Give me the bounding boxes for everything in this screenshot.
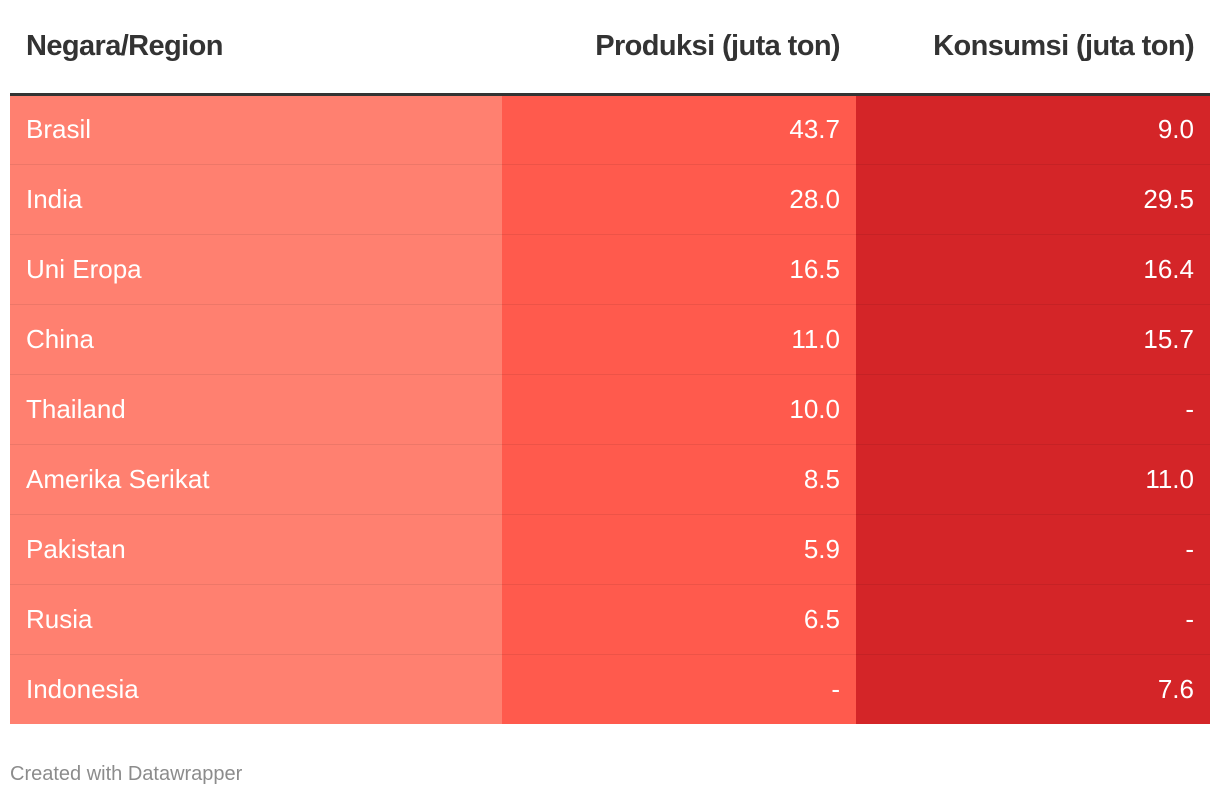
cell-production: 43.7 — [502, 94, 856, 165]
table-row: China 11.0 15.7 — [10, 304, 1210, 375]
cell-production: 28.0 — [502, 164, 856, 235]
table-row: Brasil 43.7 9.0 — [10, 94, 1210, 165]
cell-consumption: 15.7 — [856, 304, 1210, 375]
column-header-production[interactable]: Produksi (juta ton) — [502, 0, 856, 96]
cell-production: 8.5 — [502, 444, 856, 515]
cell-consumption: - — [856, 514, 1210, 585]
cell-region: Amerika Serikat — [10, 444, 502, 515]
table-row: Indonesia -7.6 — [10, 654, 1210, 724]
cell-consumption: - — [856, 584, 1210, 655]
cell-production: 5.9 — [502, 514, 856, 585]
data-table-container: Negara/Region Produksi (juta ton) Konsum… — [10, 0, 1210, 724]
table-row: India 28.0 29.5 — [10, 164, 1210, 235]
table-row: Rusia 6.5- — [10, 584, 1210, 655]
cell-consumption: - — [856, 374, 1210, 445]
cell-consumption: 16.4 — [856, 234, 1210, 305]
cell-production: 6.5 — [502, 584, 856, 655]
cell-consumption: 11.0 — [856, 444, 1210, 515]
table-body: Brasil 43.7 9.0 India 28.0 29.5 Uni Eropa 16.5 1… — [10, 94, 1210, 724]
cell-region: Pakistan — [10, 514, 502, 585]
table-row: Uni Eropa 16.5 16.4 — [10, 234, 1210, 305]
cell-production: 11.0 — [502, 304, 856, 375]
cell-production: 16.5 — [502, 234, 856, 305]
cell-region: Rusia — [10, 584, 502, 655]
footer-credit: Created with Datawrapper — [10, 763, 243, 785]
cell-region: China — [10, 304, 502, 375]
table-row: Pakistan 5.9- — [10, 514, 1210, 585]
cell-consumption: 7.6 — [856, 654, 1210, 724]
column-header-consumption[interactable]: Konsumsi (juta ton) — [856, 0, 1210, 96]
data-table: Negara/Region Produksi (juta ton) Konsum… — [10, 0, 1210, 724]
cell-region: Brasil — [10, 94, 502, 165]
cell-production: 10.0 — [502, 374, 856, 445]
cell-region: Thailand — [10, 374, 502, 445]
table-row: Thailand 10.0- — [10, 374, 1210, 445]
cell-production: - — [502, 654, 856, 724]
cell-region: Indonesia — [10, 654, 502, 724]
cell-region: Uni Eropa — [10, 234, 502, 305]
cell-consumption: 29.5 — [856, 164, 1210, 235]
column-header-region[interactable]: Negara/Region — [10, 0, 502, 96]
cell-consumption: 9.0 — [856, 94, 1210, 165]
table-row: Amerika Serikat 8.5 11.0 — [10, 444, 1210, 515]
cell-region: India — [10, 164, 502, 235]
table-header-row: Negara/Region Produksi (juta ton) Konsum… — [10, 0, 1210, 96]
